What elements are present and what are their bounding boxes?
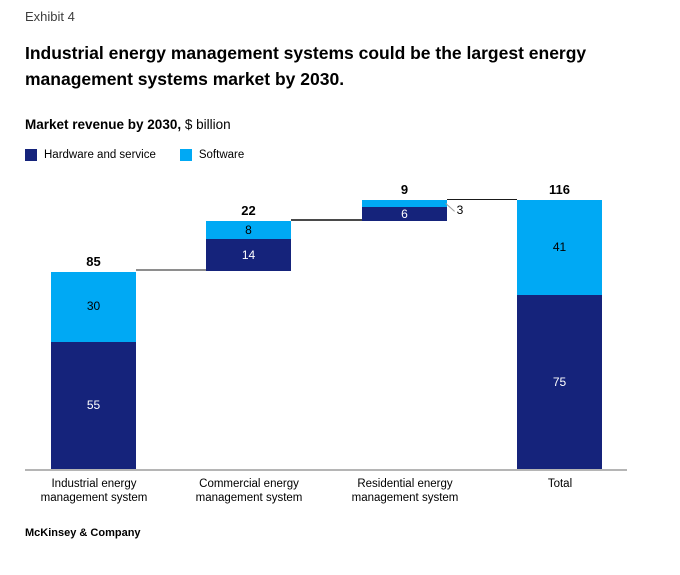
bar-total-hardware-segment xyxy=(517,295,602,469)
value-label-residential-software: 3 xyxy=(456,203,464,217)
value-label-commercial-hardware: 14 xyxy=(241,248,256,262)
legend-item-hardware: Hardware and service xyxy=(25,149,156,161)
x-axis-line xyxy=(25,469,627,471)
connector-line-commercial-residential xyxy=(291,219,362,221)
bar-commercial-software-segment xyxy=(206,221,291,239)
bar-residential-software-segment xyxy=(362,200,447,207)
category-label-line: management system xyxy=(351,492,459,504)
value-label-commercial-software: 8 xyxy=(245,223,252,237)
total-label-industrial: 85 xyxy=(86,254,101,269)
category-label-commercial: Commercial energy management system xyxy=(174,477,324,505)
bar-industrial-hardware-segment xyxy=(51,342,136,469)
category-label-industrial: Industrial energy management system xyxy=(19,477,169,505)
legend-item-software: Software xyxy=(179,149,245,161)
legend-label-hardware: Hardware and service xyxy=(44,149,156,161)
value-label-industrial-software: 30 xyxy=(86,299,101,313)
bar-commercial-hardware-segment xyxy=(206,239,291,271)
category-label-line: Commercial energy xyxy=(199,478,299,490)
category-label-total: Total xyxy=(485,477,635,491)
legend-swatch-software-icon xyxy=(179,149,192,161)
exhibit-label: Exhibit 4 xyxy=(25,9,75,24)
category-label-line: management system xyxy=(40,492,148,504)
source-attribution: McKinsey & Company xyxy=(25,527,141,539)
total-label-commercial: 22 xyxy=(241,203,256,218)
total-label-residential: 9 xyxy=(400,182,409,197)
connector-line-residential-total xyxy=(447,199,517,200)
subtitle-bold: Market revenue by 2030, xyxy=(25,117,182,132)
bar-total-software-segment xyxy=(517,200,602,295)
total-label-total: 116 xyxy=(549,182,570,197)
category-label-line: Residential energy xyxy=(357,478,453,490)
subtitle-unit: $ billion xyxy=(181,117,231,132)
legend: Hardware and service Software xyxy=(25,149,244,161)
category-label-line: management system xyxy=(195,492,303,504)
category-label-residential: Residential energy management system xyxy=(330,477,480,505)
value-label-total-software: 41 xyxy=(552,240,567,254)
category-label-line: Total xyxy=(547,478,573,490)
chart-subtitle: Market revenue by 2030, $ billion xyxy=(25,117,231,132)
value-label-residential-hardware: 6 xyxy=(401,207,408,221)
bar-residential-hardware-segment xyxy=(362,207,447,221)
category-label-line: Industrial energy xyxy=(51,478,137,490)
value-label-total-hardware: 75 xyxy=(552,375,567,389)
legend-swatch-hardware-icon xyxy=(25,149,37,161)
bar-industrial-software-segment xyxy=(51,272,136,342)
value-label-industrial-hardware: 55 xyxy=(86,398,101,412)
chart-title: Industrial energy management systems cou… xyxy=(25,43,587,89)
connector-line-industrial-commercial xyxy=(136,269,206,271)
legend-label-software: Software xyxy=(198,149,245,161)
